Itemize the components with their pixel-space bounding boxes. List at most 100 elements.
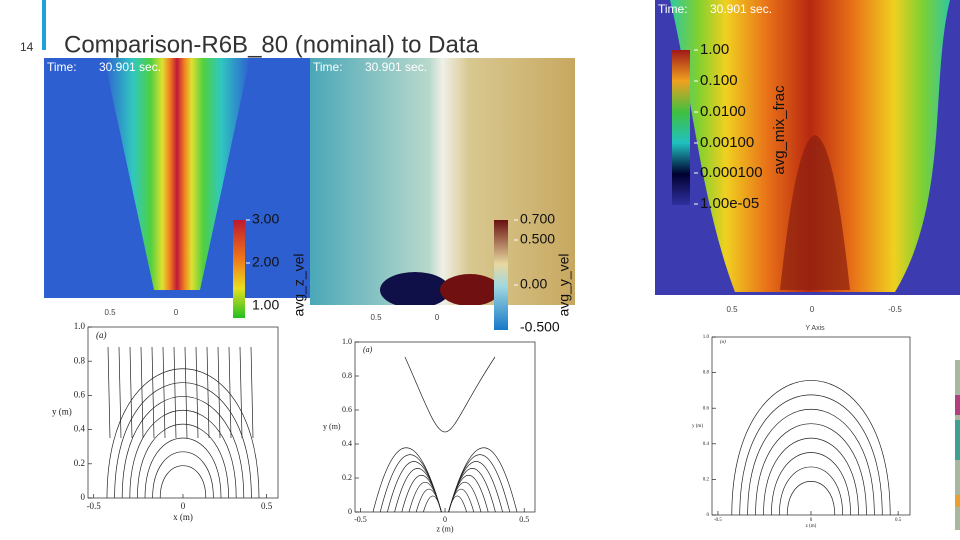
plot-frame <box>711 336 911 516</box>
x-tick-label: -0.5 <box>354 515 367 524</box>
contour-line <box>444 356 496 433</box>
contour-line <box>152 451 214 499</box>
contour-line <box>184 346 188 439</box>
x-tick-label: 0.5 <box>895 518 902 523</box>
y-axis-label: y (m) <box>323 422 341 431</box>
contour-line <box>771 452 851 516</box>
y-tick-label: 0.2 <box>74 458 85 468</box>
colorbar <box>494 220 508 330</box>
colorbar-label: 2.00 <box>252 254 279 270</box>
vortex <box>380 272 450 308</box>
colorbar-title: avg_mix_frac <box>771 85 788 175</box>
colorbar-label: 1.00e-05 <box>700 195 759 212</box>
colorbar-label: 3.00 <box>252 211 279 227</box>
contour-line <box>404 356 446 433</box>
contour-line <box>140 346 144 439</box>
y-axis-label: y (m) <box>52 407 72 417</box>
time-value: 30.901 sec. <box>99 60 161 74</box>
contour-plots: 1.00.80.60.40.20-0.5 0 0.5x (m)y (m)(a)1.0… <box>52 321 911 533</box>
time-label: Time: <box>658 2 688 16</box>
y-tick-label: 0.8 <box>342 371 352 380</box>
plume-core <box>780 135 850 290</box>
contour-line <box>144 437 222 499</box>
contour-line <box>107 346 111 439</box>
vortex <box>440 274 500 306</box>
y-tick-label: 0 <box>81 492 86 502</box>
colorbar <box>672 50 690 205</box>
contour-line <box>731 380 891 516</box>
time-label: Time: <box>313 60 343 74</box>
x-tick-label: 0 <box>810 518 813 523</box>
y-axis-label: y (m) <box>692 424 703 429</box>
axis-tick: 0 <box>435 313 440 322</box>
y-tick-label: 0.6 <box>342 405 352 414</box>
y-tick-label: 1.0 <box>703 335 710 340</box>
time-label: Time: <box>47 60 77 74</box>
panel-label: (a) <box>96 330 107 340</box>
y-tick-label: 0.4 <box>74 424 86 434</box>
contour-line <box>763 437 859 516</box>
y-tick-label: 1.0 <box>342 337 352 346</box>
x-tick-label: 0.5 <box>261 501 273 511</box>
colorbar-label: 0.00 <box>520 276 547 292</box>
contour-line <box>372 447 442 513</box>
contour-line <box>778 466 844 516</box>
axis-tick: 0.5 <box>370 313 382 322</box>
colorbar <box>233 220 245 318</box>
x-tick-label: -0.5 <box>87 501 102 511</box>
y-tick-label: 0.6 <box>74 389 86 399</box>
colorbar-label: 0.0100 <box>700 103 746 120</box>
x-tick-label: 0.5 <box>519 515 529 524</box>
plot-frame <box>87 326 279 499</box>
axis-tick: 0 <box>174 308 179 317</box>
y-tick-label: 1.0 <box>74 321 86 331</box>
y-tick-label: 0.4 <box>703 442 710 447</box>
axis-strip <box>655 295 960 325</box>
x-axis-label: z (m) <box>436 524 453 533</box>
contour-line <box>739 394 883 516</box>
contour-line <box>755 423 867 516</box>
contour-line <box>162 346 166 439</box>
y-tick-label: 0 <box>348 507 352 516</box>
axis-tick: -0.5 <box>888 305 902 314</box>
contour-line <box>129 346 133 439</box>
colorbar-label: 1.00 <box>252 297 279 313</box>
colorbar-label: 0.100 <box>700 72 738 89</box>
colorbar-label: 0.500 <box>520 231 555 247</box>
plot-frame <box>354 341 536 513</box>
y-tick-label: 0.2 <box>703 478 710 483</box>
contour-line <box>137 424 229 499</box>
colorbar-label: 1.00 <box>700 41 729 58</box>
panel-label: (a) <box>363 345 373 354</box>
y-tick-label: 0.2 <box>342 473 352 482</box>
axis-title: Y Axis <box>805 325 825 332</box>
contour-line <box>239 346 243 439</box>
axis-tick: 0 <box>810 305 815 314</box>
plume <box>104 58 250 290</box>
axis-tick: 0.5 <box>104 308 116 317</box>
x-axis-label: x (m) <box>173 512 193 522</box>
y-tick-label: 0 <box>707 513 710 518</box>
axis-tick: 0.5 <box>726 305 738 314</box>
contour-line <box>217 346 221 439</box>
sim-image <box>310 58 575 305</box>
axis-strip <box>310 305 575 325</box>
x-tick-label: 0 <box>181 501 186 511</box>
contour-line <box>250 346 254 439</box>
slide-title: Comparison-R6B_80 (nominal) to Data <box>64 31 480 58</box>
x-axis-label: z (m) <box>806 524 817 529</box>
contour-line <box>206 346 210 439</box>
contour-line <box>129 410 237 499</box>
y-tick-label: 0.6 <box>703 406 710 411</box>
x-tick-label: -0.5 <box>714 518 722 523</box>
colorbar-title: avg_y_vel <box>556 253 572 316</box>
contour-line <box>448 447 518 513</box>
time-value: 30.901 sec. <box>365 60 427 74</box>
contour-line <box>195 346 199 439</box>
y-tick-label: 0.8 <box>74 355 86 365</box>
panel-label: (a) <box>720 340 726 345</box>
contour-line <box>106 368 260 499</box>
side-strip <box>955 395 960 415</box>
